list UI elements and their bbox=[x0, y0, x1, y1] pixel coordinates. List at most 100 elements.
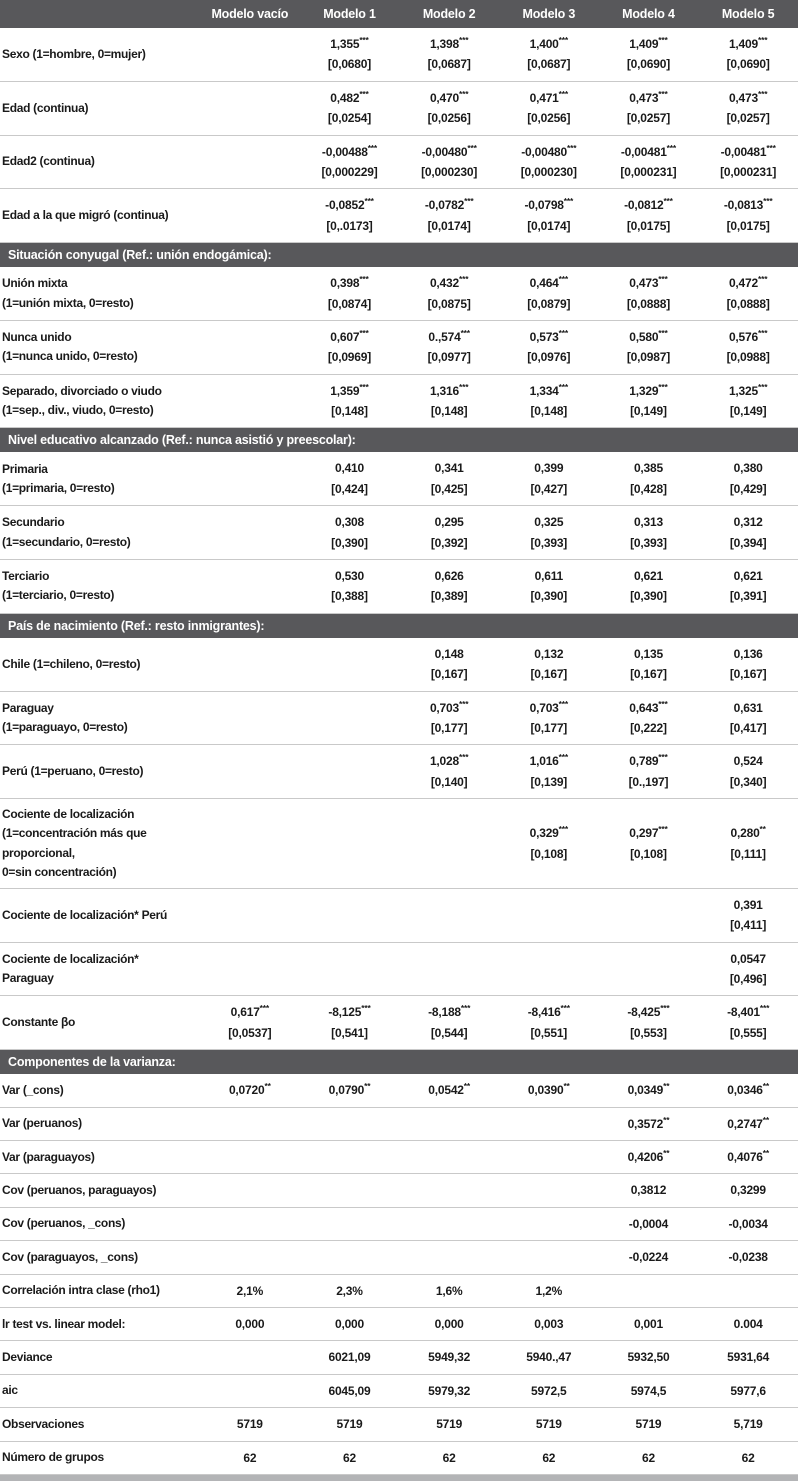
value-cell: 0,473*** [0,0257] bbox=[698, 81, 798, 136]
value-cell: 1,6% bbox=[399, 1274, 499, 1308]
value-line: 0,576*** bbox=[728, 327, 768, 344]
value-line: [0,0987] bbox=[626, 350, 670, 365]
row-label: Primaria (1=primaria, 0=resto) bbox=[0, 452, 200, 507]
value-cell: 0,312 [0,394] bbox=[698, 505, 798, 561]
row-label-line: Sexo (1=hombre, 0=mujer) bbox=[2, 46, 146, 61]
value-cell: 1,398*** [0,0687] bbox=[399, 28, 499, 82]
header-corner-cell bbox=[0, 0, 200, 28]
value-line: 62 bbox=[243, 1450, 257, 1465]
value-cell: 0,380 [0,429] bbox=[698, 452, 798, 507]
value-line: [0,0687] bbox=[527, 57, 571, 72]
value-cell bbox=[200, 267, 300, 321]
value-line: 5940.,47 bbox=[526, 1350, 572, 1365]
value-cell: 1,409*** [0,0690] bbox=[698, 28, 798, 82]
value-line: [0,0680] bbox=[327, 57, 372, 72]
row-label-line: Observaciones bbox=[2, 1416, 85, 1431]
value-cell bbox=[299, 691, 400, 746]
value-cell bbox=[200, 452, 300, 507]
value-line: 5949,32 bbox=[428, 1350, 471, 1365]
row-label: Perú (1=peruano, 0=resto) bbox=[0, 744, 200, 800]
value-line: [0,0874] bbox=[327, 296, 372, 311]
value-cell: 5931,64 bbox=[698, 1340, 798, 1375]
value-line: [0,0687] bbox=[427, 57, 471, 72]
row-label: Cov (peruanos, _cons) bbox=[0, 1207, 200, 1242]
value-cell: 0,280** [0,111] bbox=[698, 798, 798, 889]
value-cell bbox=[299, 1207, 400, 1242]
value-cell: 0.004 bbox=[698, 1307, 798, 1342]
value-cell bbox=[200, 505, 300, 561]
value-line: [0,0888] bbox=[726, 296, 770, 311]
row-label-line: Número de grupos bbox=[2, 1450, 104, 1465]
value-line: -0,0852*** bbox=[325, 196, 374, 213]
row-label: Nunca unido (1=nunca unido, 0=resto) bbox=[0, 320, 200, 375]
value-cell bbox=[299, 1140, 400, 1175]
value-line: [0,553] bbox=[630, 1025, 667, 1040]
value-line: [0,000231] bbox=[620, 164, 677, 179]
table-row: Cociente de localización* Perú 0,391 [0,41… bbox=[0, 888, 798, 943]
value-line: 0,472*** bbox=[728, 274, 768, 291]
value-cell: -8,188*** [0,544] bbox=[399, 995, 499, 1051]
value-cell bbox=[200, 1140, 300, 1175]
value-line: -0,00488*** bbox=[321, 142, 378, 159]
value-line: -8,425*** bbox=[627, 1003, 670, 1020]
value-line: [0,425] bbox=[430, 481, 468, 496]
value-line: 5719 bbox=[336, 1417, 363, 1432]
value-line: [0,167] bbox=[630, 667, 667, 682]
value-cell: 2,1% bbox=[200, 1274, 300, 1308]
value-cell: 0,0720** bbox=[200, 1074, 300, 1108]
value-cell: 0,789*** [0.,197] bbox=[598, 744, 699, 800]
section-header-row: Componentes de la varianza: bbox=[0, 1049, 798, 1075]
value-line: -8,401*** bbox=[727, 1003, 770, 1020]
value-line: [0,0976] bbox=[527, 350, 571, 365]
value-line: [0,340] bbox=[729, 774, 767, 789]
value-line: 0,410 bbox=[334, 461, 364, 476]
value-cell: 0,573*** [0,0976] bbox=[498, 320, 599, 375]
value-line: 5932,50 bbox=[627, 1350, 670, 1365]
value-cell: 0,313 [0,393] bbox=[598, 505, 699, 561]
value-line: 62 bbox=[741, 1450, 755, 1465]
row-label-line: Separado, divorciado o viudo bbox=[2, 383, 162, 398]
value-cell: 0,0349** bbox=[598, 1074, 699, 1108]
value-cell: -0,0852*** [0,.0173] bbox=[299, 188, 400, 244]
value-cell bbox=[200, 888, 300, 943]
value-cell bbox=[299, 1107, 400, 1142]
value-line: 0,000 bbox=[434, 1316, 464, 1331]
section-header-label: Componentes de la varianza: bbox=[0, 1049, 798, 1075]
value-cell: 5949,32 bbox=[399, 1340, 499, 1375]
value-cell: 5974,5 bbox=[598, 1374, 699, 1409]
value-cell: 0,703*** [0,177] bbox=[399, 691, 499, 746]
value-cell bbox=[200, 28, 300, 82]
row-label-line: Paraguay bbox=[2, 971, 54, 986]
row-label: Edad (continua) bbox=[0, 81, 200, 136]
value-line: [0,177] bbox=[530, 720, 568, 735]
value-line: 0,621 bbox=[633, 569, 663, 584]
value-cell: 1,2% bbox=[498, 1274, 599, 1308]
value-line: 0,280** bbox=[730, 824, 766, 841]
value-line: [0,148] bbox=[530, 404, 568, 419]
value-cell: 0,385 [0,428] bbox=[598, 452, 699, 507]
row-label-line: Primaria bbox=[2, 461, 48, 476]
table-row: Var (_cons) 0,0720** 0,0790** 0,0542** 0,039… bbox=[0, 1074, 798, 1108]
table-header-row: Modelo vacío Modelo 1 Modelo 2 Modelo 3 Mode… bbox=[0, 0, 798, 28]
row-label-line: proporcional, bbox=[2, 845, 75, 860]
value-cell: 5719 bbox=[299, 1407, 400, 1442]
value-line: 0,470*** bbox=[429, 88, 469, 105]
value-cell bbox=[200, 1374, 300, 1409]
value-line: [0,424] bbox=[331, 481, 368, 496]
value-cell bbox=[299, 637, 400, 692]
row-label-line: (1=concentración más que bbox=[2, 826, 147, 841]
row-label-line: (1=sep., div., viudo, 0=resto) bbox=[2, 403, 154, 418]
value-line: [0,0256] bbox=[527, 111, 571, 126]
value-line: 0,312 bbox=[733, 515, 763, 530]
table-row: Número de grupos 62 62 62 62 62 62 bbox=[0, 1441, 798, 1475]
value-cell bbox=[498, 888, 599, 943]
row-label: Unión mixta (1=unión mixta, 0=resto) bbox=[0, 267, 200, 321]
value-line: 0,643*** bbox=[629, 698, 668, 715]
row-label: Chile (1=chileno, 0=resto) bbox=[0, 637, 200, 692]
value-cell: -8,125*** [0,541] bbox=[299, 995, 400, 1051]
value-line: 0,0390** bbox=[527, 1081, 570, 1098]
value-cell bbox=[498, 1207, 599, 1242]
value-line: 6045,09 bbox=[328, 1383, 371, 1398]
column-header-6: Modelo 5 bbox=[698, 0, 798, 28]
value-cell: 6045,09 bbox=[299, 1374, 400, 1409]
